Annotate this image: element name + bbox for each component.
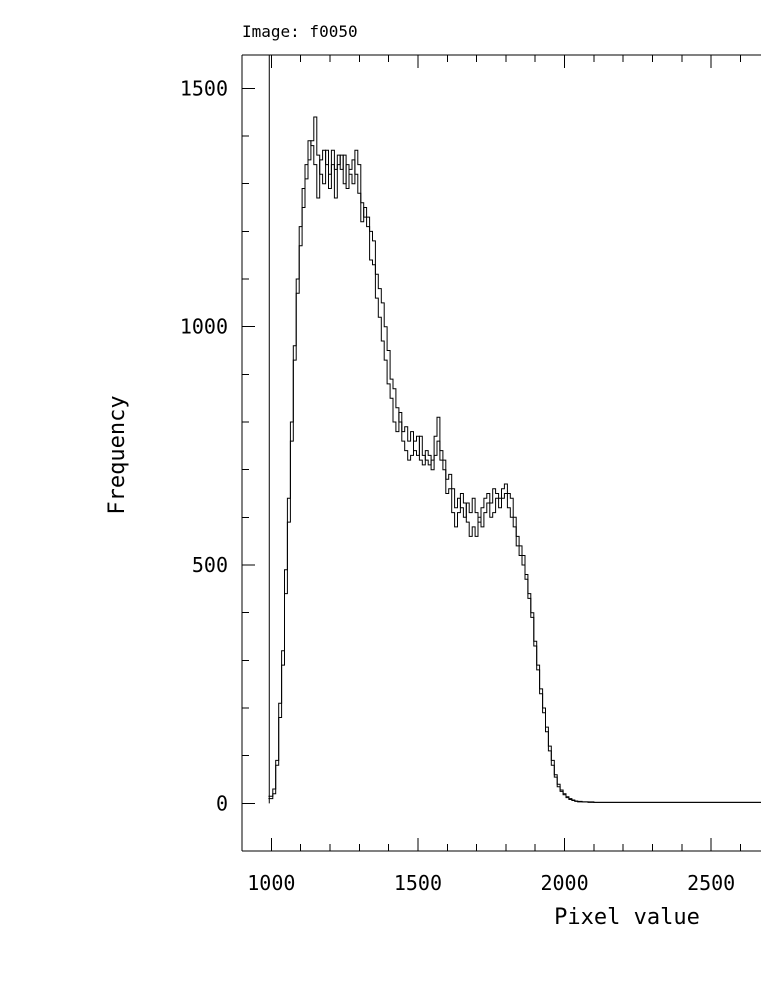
x-tick-label: 2000 [540, 871, 588, 895]
y-tick-label: 1500 [180, 76, 228, 100]
y-tick-label: 0 [216, 791, 228, 815]
y-tick-label: 1000 [180, 315, 228, 339]
plot-area [268, 55, 761, 804]
axis-ticks: 1000 1500 2000 2500 0 500 1000 1500 [180, 55, 741, 895]
chart-title: Image: f0050 [242, 22, 358, 41]
y-axis-label: Frequency [105, 395, 130, 514]
histogram-series-1 [268, 116, 761, 803]
x-tick-label: 1500 [394, 871, 442, 895]
x-axis-label: Pixel value [554, 905, 700, 930]
y-tick-label: 500 [192, 553, 228, 577]
histogram-series-2 [268, 140, 761, 803]
x-tick-label: 2500 [687, 871, 735, 895]
x-tick-label: 1000 [247, 871, 295, 895]
